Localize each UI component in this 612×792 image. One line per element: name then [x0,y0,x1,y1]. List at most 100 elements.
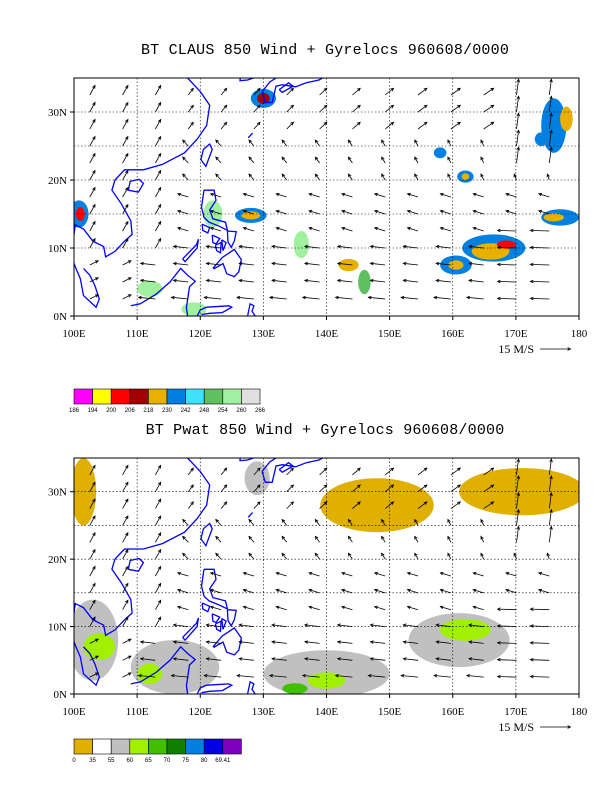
colorbar-label: 65 [145,758,152,764]
pwat-map-panel: 100E 110E 120E 130E 140E 150E 160E 170E 180 0N 10N… [48,457,588,764]
coastline [200,189,229,232]
lon-label: 170E [504,328,528,340]
field-blob [137,280,163,297]
colorbar-label: 186 [69,408,80,414]
lon-label: 180 [571,328,588,340]
coastline [221,239,227,251]
colorbar-swatch [222,738,242,755]
field-blob [75,207,85,221]
lon-label: 170E [504,706,528,718]
colorbar-label: 55 [108,758,115,764]
field-blob [433,147,447,159]
field-blob [241,211,261,220]
coastline [200,522,213,548]
lat-label: 10N [48,243,67,255]
coastline [226,230,237,249]
colorbar-label: 266 [255,408,266,414]
field-blob [293,231,309,259]
lat-label: 20N [48,175,67,187]
colorbar-label: 248 [199,408,210,414]
colorbar: 0 35 55 60 65 70 75 80 69.41 [72,738,242,764]
colorbar-swatch [92,738,112,755]
field-blob [307,672,346,689]
coastline [201,223,211,234]
colorbar-label: 230 [162,408,173,414]
coastline [211,613,221,624]
colorbar: 186 194 200 206 218 230 242 248 254 260 266 [69,388,266,414]
field-blob [83,633,116,661]
lon-label: 140E [315,328,339,340]
field-blob [137,663,163,684]
coastline [196,683,234,694]
colorbar-swatch [222,388,242,405]
lon-label: 100E [62,706,86,718]
coastline [196,305,234,316]
wind-vectors [89,458,553,679]
wind-vectors [89,78,553,301]
colorbar-label: 254 [218,408,229,414]
lon-label: 160E [441,706,465,718]
coastline [226,609,237,628]
colorbar-swatch [129,738,149,755]
coastline [261,458,325,483]
colorbar-swatch [148,738,168,755]
coastline [261,78,325,104]
coastline [239,458,256,462]
coastline [200,142,213,168]
field-blob [543,213,564,222]
colorbar-label: 194 [88,408,99,414]
colorbar-swatch [203,388,224,405]
field-blob [461,173,470,181]
colorbar-swatch [73,388,93,405]
coastline [201,602,211,613]
lon-label: 160E [441,328,465,340]
vector-scale-label: 15 M/S [498,720,534,734]
field-blob [448,260,464,270]
lon-label: 120E [189,328,213,340]
colorbar-label: 80 [201,758,208,764]
field-blob [257,93,270,104]
colorbar-label: 35 [89,758,96,764]
lat-label: 30N [48,487,67,499]
field-blob [534,132,548,146]
colorbar-swatch [166,388,186,405]
coastline [239,78,256,82]
lon-label: 150E [378,706,402,718]
lon-label: 150E [378,328,402,340]
lon-label: 130E [252,706,276,718]
lat-label: 0N [54,689,68,701]
colorbar-label: 69.41 [215,758,231,764]
lat-label: 20N [48,554,67,566]
colorbar-swatch [73,738,93,755]
coastline [246,302,256,316]
lat-label: 10N [48,622,67,634]
colorbar-swatch [92,388,112,405]
coastline [212,627,242,656]
colorbar-label: 200 [106,408,117,414]
field-blob [496,240,516,249]
coastline [130,267,197,316]
coastline [214,241,222,254]
coastline [247,132,254,139]
coastline [74,298,75,299]
field-blob [440,619,491,641]
coastline [246,680,256,694]
lon-label: 110E [126,706,149,718]
colorbar-label: 206 [125,408,136,414]
colorbar-swatch [110,738,131,755]
coastline [74,626,100,687]
map-fields [74,78,579,316]
colorbar-swatch [203,738,224,755]
coastline [278,81,295,94]
colorbar-label: 0 [72,758,76,764]
coastline [74,676,75,678]
colorbar-label: 260 [236,408,247,414]
field-blob [358,269,371,295]
coastline [212,248,242,278]
lon-label: 120E [189,706,213,718]
colorbar-swatch [185,388,205,405]
field-blob [282,683,308,694]
lat-label: 30N [48,107,67,119]
lon-label: 180 [571,706,588,718]
colorbar-swatch [241,388,261,405]
